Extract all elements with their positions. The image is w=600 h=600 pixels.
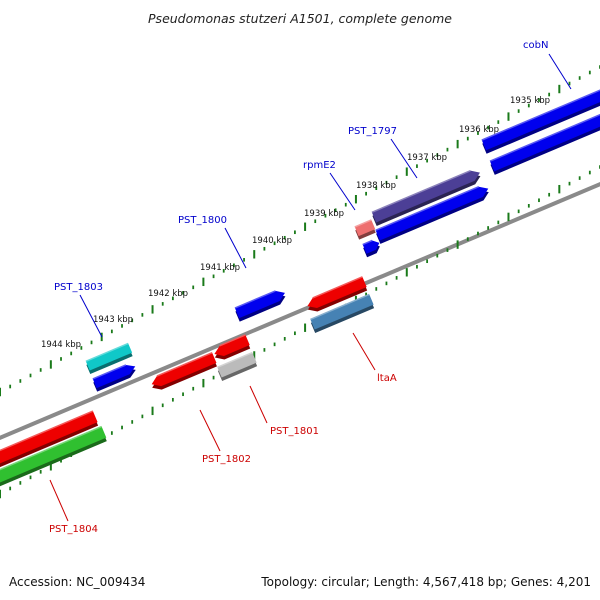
gene-pst-1800b[interactable] <box>307 276 368 312</box>
summary-text: Topology: circular; Length: 4,567,418 bp… <box>260 575 591 589</box>
gene-label-ltaa[interactable]: ltaA <box>377 373 397 384</box>
gene-label-pst-1802[interactable]: PST_1802 <box>202 454 251 465</box>
kbp-label: 1937 kbp <box>407 153 447 163</box>
kbp-label: 1940 kbp <box>252 236 292 246</box>
leader-line <box>199 409 221 452</box>
genome-backbone <box>0 182 600 440</box>
gene-label-cobn[interactable]: cobN <box>523 40 548 51</box>
kbp-label: 1936 kbp <box>459 125 499 135</box>
gene-cobn-2[interactable] <box>489 113 600 175</box>
gene-label-pst-1797[interactable]: PST_1797 <box>348 126 397 137</box>
leader-line <box>329 172 356 211</box>
gene-rpme2[interactable] <box>354 219 376 240</box>
gene-features <box>0 85 600 491</box>
gene-pst-1798[interactable] <box>375 186 489 244</box>
kbp-label: 1944 kbp <box>41 340 81 350</box>
leader-line <box>352 332 376 371</box>
gene-pst-1801a[interactable] <box>214 334 251 360</box>
kbp-label: 1942 kbp <box>148 289 188 299</box>
gene-pst-1802[interactable] <box>151 352 217 390</box>
gene-ltaa[interactable] <box>310 293 375 334</box>
gene-label-rpme2[interactable]: rpmE2 <box>303 160 336 171</box>
gene-label-pst-1803[interactable]: PST_1803 <box>54 282 103 293</box>
kbp-label: 1941 kbp <box>200 263 240 273</box>
gene-pst-1804a[interactable] <box>0 410 99 472</box>
kbp-labels: 1935 kbp 1936 kbp 1937 kbp 1938 kbp 1939 kbp… <box>41 96 550 350</box>
leader-line <box>49 479 69 522</box>
leader-line <box>390 138 418 179</box>
lower-tick-track <box>0 165 600 499</box>
gene-labels: cobN PST_1797 rpmE2 PST_1800 PST_1803 ltaA PST… <box>49 40 572 535</box>
leader-line <box>79 294 103 338</box>
gene-pst-1797[interactable] <box>371 169 481 226</box>
accession-text: Accession: NC_009434 <box>9 575 145 589</box>
gene-label-pst-1804[interactable]: PST_1804 <box>49 524 98 535</box>
kbp-label: 1938 kbp <box>356 181 396 191</box>
gene-pst-1803[interactable] <box>85 342 133 375</box>
gene-cobn-1[interactable] <box>481 85 600 154</box>
gene-pst-1799[interactable] <box>362 239 380 258</box>
gene-pst-1800[interactable] <box>234 290 286 322</box>
gene-pst-1804[interactable] <box>0 425 107 491</box>
kbp-label: 1935 kbp <box>510 96 550 106</box>
kbp-label: 1943 kbp <box>93 315 133 325</box>
gene-label-pst-1800[interactable]: PST_1800 <box>178 215 227 226</box>
kbp-label: 1939 kbp <box>304 209 344 219</box>
leader-line <box>224 227 247 269</box>
upper-tick-track <box>0 65 600 397</box>
map-title: Pseudomonas stutzeri A1501, complete gen… <box>148 11 452 26</box>
gene-pst-1803b[interactable] <box>92 364 136 392</box>
gene-pst-1801[interactable] <box>217 351 258 381</box>
leader-line <box>548 53 572 90</box>
gene-label-pst-1801[interactable]: PST_1801 <box>270 426 319 437</box>
leader-line <box>249 385 268 424</box>
